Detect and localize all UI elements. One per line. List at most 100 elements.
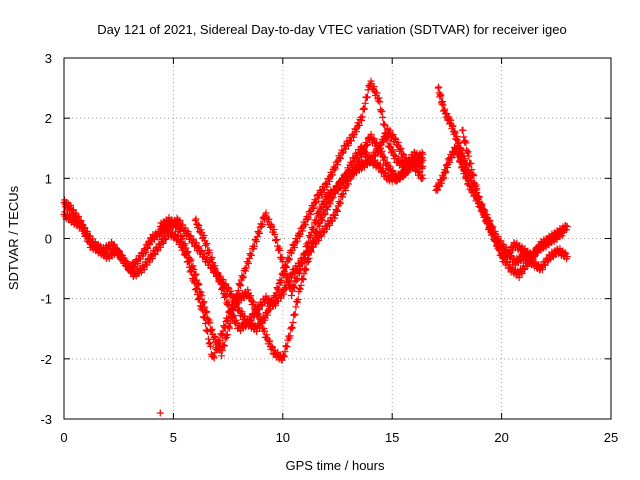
data-point-track-a <box>317 190 325 198</box>
data-point-track-g <box>489 229 497 237</box>
data-point-track-c <box>276 246 284 254</box>
data-point-track-c <box>234 291 242 299</box>
data-point-track-g <box>474 193 482 201</box>
data-point-track-b <box>280 351 288 359</box>
data-point-track-b <box>315 222 323 230</box>
data-point-track-e <box>563 253 571 261</box>
data-point-track-c <box>236 280 244 288</box>
data-point-track-c <box>386 126 394 134</box>
data-point-track-b <box>323 206 331 214</box>
data-point-track-a <box>277 278 285 286</box>
x-tick-label: 15 <box>385 430 399 445</box>
data-point-track-a <box>290 244 298 252</box>
data-point-track-d <box>211 262 219 270</box>
data-point-track-e <box>437 92 445 100</box>
data-point-track-c <box>312 216 320 224</box>
data-point-track-c <box>197 288 205 296</box>
data-point-track-b <box>115 247 123 255</box>
data-point-track-a <box>298 227 306 235</box>
data-point-track-c <box>279 258 287 266</box>
data-point-track-a <box>355 121 363 129</box>
data-point-track-b <box>176 239 184 247</box>
data-point-track-a <box>274 286 282 294</box>
data-point-track-d <box>419 150 427 158</box>
data-point-track-g <box>563 226 571 234</box>
data-point-track-c <box>226 324 234 332</box>
data-point-track-d <box>331 211 339 219</box>
data-point-track-f <box>442 167 450 175</box>
data-point-track-d <box>386 162 394 170</box>
data-point-track-g <box>483 216 491 224</box>
data-point-track-c <box>192 270 200 278</box>
data-point-track-d <box>370 134 378 142</box>
data-point-track-b <box>244 286 252 294</box>
data-point-track-c <box>207 327 215 335</box>
data-point-track-b <box>140 266 148 274</box>
data-point-track-c <box>201 309 209 317</box>
data-point-track-c <box>309 225 317 233</box>
data-point-track-d <box>417 153 425 161</box>
data-point-track-c <box>203 308 211 316</box>
data-point-track-b <box>266 337 274 345</box>
x-tick-label: 25 <box>604 430 618 445</box>
data-point-track-b <box>286 332 294 340</box>
data-point-track-c <box>234 287 242 295</box>
data-point-track-b <box>302 265 310 273</box>
data-point-track-d <box>296 262 304 270</box>
data-point-track-c <box>307 233 315 241</box>
data-point-track-d <box>200 231 208 239</box>
data-point-track-d <box>214 271 222 279</box>
data-point-track-a <box>360 105 368 113</box>
data-point-track-a <box>303 212 311 220</box>
data-point-track-a <box>386 140 394 148</box>
data-point-track-b <box>247 292 255 300</box>
data-point-track-c <box>223 331 231 339</box>
data-point-track-c <box>179 235 187 243</box>
data-point-track-d <box>367 130 375 138</box>
data-point-track-a <box>389 146 397 154</box>
data-point-track-b <box>83 231 91 239</box>
data-point-track-a <box>238 308 246 316</box>
data-point-track-b <box>292 303 300 311</box>
data-point-track-c <box>231 300 239 308</box>
data-point-track-g <box>468 166 476 174</box>
data-point-track-c <box>191 272 199 280</box>
data-point-track-a <box>373 89 381 97</box>
data-point-track-g <box>462 139 470 147</box>
data-point-track-b <box>192 286 200 294</box>
data-point-track-d <box>381 154 389 162</box>
data-point-track-c <box>379 137 387 145</box>
data-point-outlier <box>156 409 164 417</box>
data-point-track-b <box>210 352 218 360</box>
data-point-track-a <box>277 277 285 285</box>
data-point-track-a <box>334 161 341 169</box>
data-point-track-g <box>465 152 473 160</box>
data-point-track-b <box>294 296 302 304</box>
y-tick-label: 2 <box>45 111 52 126</box>
data-point-track-d <box>375 142 383 150</box>
data-point-track-d <box>404 168 412 176</box>
data-point-track-b <box>77 219 85 227</box>
data-point-track-g <box>488 228 496 236</box>
data-point-track-d <box>290 269 298 277</box>
data-point-track-b <box>85 235 93 243</box>
x-tick-label: 0 <box>60 430 67 445</box>
data-point-track-d <box>334 207 341 215</box>
y-tick-label: 0 <box>45 232 52 247</box>
data-point-track-g <box>460 138 468 146</box>
data-point-track-b <box>288 324 296 332</box>
data-point-track-c <box>242 264 250 272</box>
plot-frame <box>63 57 612 420</box>
data-point-track-a <box>322 179 330 187</box>
data-point-track-d <box>255 305 263 313</box>
data-point-track-b <box>280 353 288 361</box>
data-point-track-c <box>193 276 201 284</box>
data-point-track-a <box>304 214 312 222</box>
data-point-track-c <box>191 271 199 279</box>
data-point-track-b <box>299 276 307 284</box>
data-point-track-b <box>320 211 328 219</box>
data-point-track-c <box>315 212 323 220</box>
data-point-track-a <box>200 250 208 258</box>
data-point-track-b <box>81 232 89 240</box>
data-point-track-a <box>263 311 271 319</box>
